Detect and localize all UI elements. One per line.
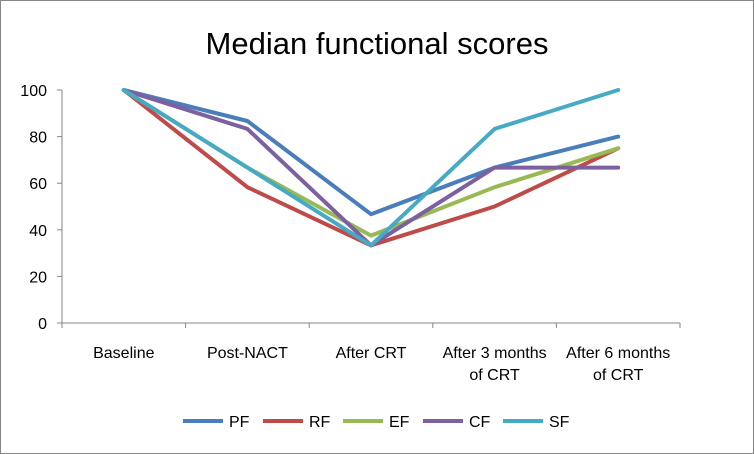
x-tick-label-line: Post-NACT	[207, 345, 288, 362]
series-lines	[121, 88, 621, 248]
series-line-pf	[121, 88, 621, 217]
x-tick-label-line: After 3 months	[443, 345, 547, 362]
y-tick-label: 60	[29, 176, 47, 193]
legend-label-rf: RF	[309, 414, 331, 431]
y-tick-label: 40	[29, 223, 47, 240]
x-tick-label: After CRT	[336, 345, 407, 362]
legend-label-cf: CF	[469, 414, 491, 431]
series-line-sf	[121, 88, 621, 248]
y-tick-label: 100	[20, 83, 47, 100]
y-tick-label: 80	[29, 130, 47, 147]
x-axis: Baseline Post-NACT After CRT After 3 months…	[61, 322, 681, 384]
y-axis: 0 20 40 60 80 100	[20, 83, 63, 333]
x-tick-label: Post-NACT	[207, 345, 288, 362]
x-tick-label: Baseline	[93, 345, 154, 362]
x-tick-label-line: After CRT	[336, 345, 407, 362]
x-tick-label: After 3 months of CRT	[443, 345, 547, 384]
chart-title: Median functional scores	[206, 26, 549, 61]
legend-label-pf: PF	[229, 414, 250, 431]
x-tick-label-line: Baseline	[93, 345, 154, 362]
x-tick-label-line: of CRT	[469, 367, 520, 384]
x-tick-label-line: After 6 months	[566, 345, 670, 362]
legend-label-ef: EF	[389, 414, 410, 431]
x-tick-label-line: of CRT	[593, 367, 644, 384]
y-tick-label: 0	[38, 316, 47, 333]
x-tick-label: After 6 months of CRT	[566, 345, 670, 384]
legend: PF RF EF CF SF	[183, 414, 570, 431]
y-tick-label: 20	[29, 269, 47, 286]
legend-label-sf: SF	[549, 414, 570, 431]
